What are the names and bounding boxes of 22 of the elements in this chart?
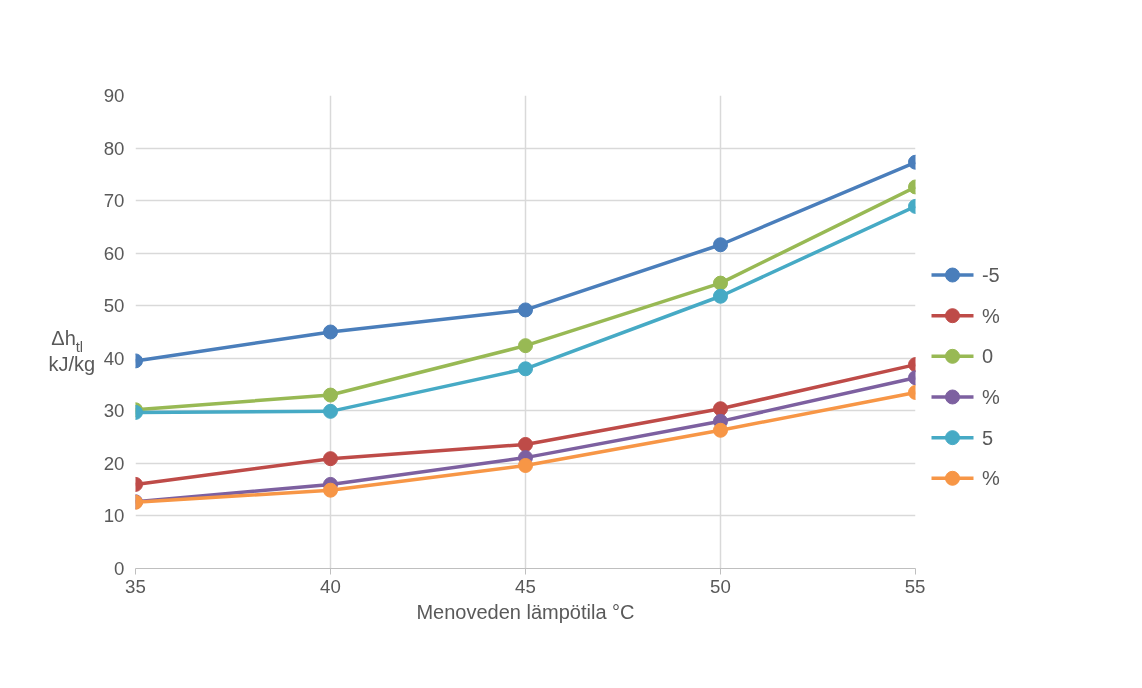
y-tick-label: 60 bbox=[103, 242, 125, 264]
legend-label: 5 bbox=[981, 426, 994, 449]
y-tick-label: 80 bbox=[103, 137, 125, 159]
y-tick-label: 70 bbox=[103, 190, 125, 212]
legend-label: % bbox=[981, 304, 1000, 327]
y-tick-label: 40 bbox=[103, 347, 125, 369]
legend-label: -5 bbox=[981, 264, 1000, 287]
y-tick-label: 90 bbox=[103, 85, 125, 106]
y-tick-label: 0 bbox=[114, 558, 125, 579]
legend-label: % bbox=[981, 385, 1000, 408]
x-axis-title: Menoveden lämpötila °C bbox=[416, 600, 635, 623]
x-tick-label: 40 bbox=[320, 575, 341, 597]
y-tick-label: 10 bbox=[103, 505, 125, 527]
legend-label: 0 bbox=[981, 345, 994, 368]
y-tick-label: 30 bbox=[103, 400, 125, 422]
x-tick-label: 50 bbox=[710, 575, 731, 597]
x-tick-label: 45 bbox=[515, 575, 536, 597]
y-tick-label: 50 bbox=[103, 295, 125, 317]
legend-label: % bbox=[981, 467, 1000, 490]
x-tick-label: 55 bbox=[904, 575, 926, 597]
x-tick-label: 35 bbox=[125, 575, 146, 597]
y-tick-label: 20 bbox=[103, 452, 125, 474]
